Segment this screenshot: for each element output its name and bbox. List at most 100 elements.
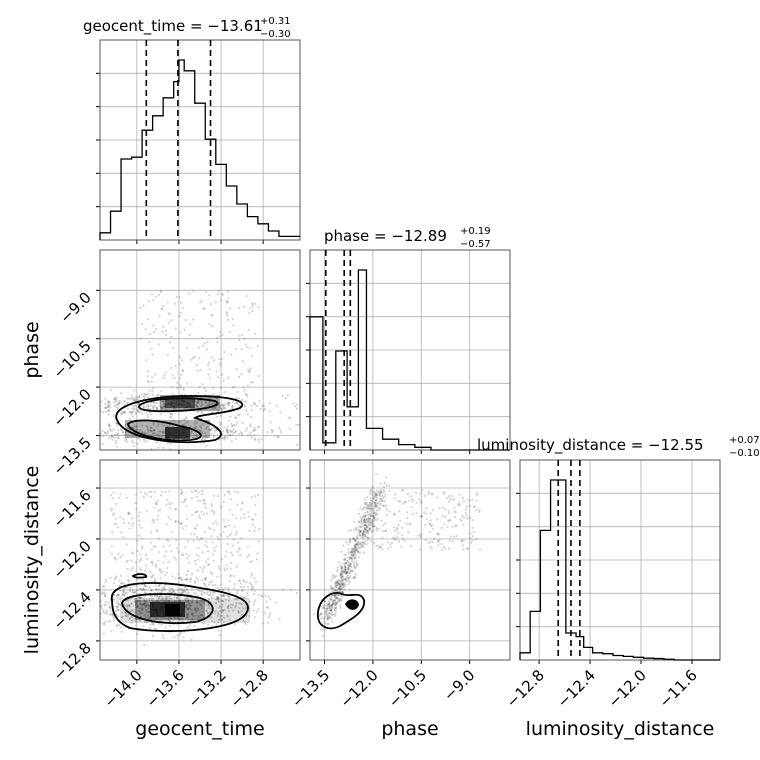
scatter-point [333,599,336,602]
scatter-point [216,611,219,614]
scatter-point [115,558,118,561]
scatter-point [257,374,260,377]
scatter-point [330,608,333,611]
scatter-point [425,517,428,521]
scatter-point [134,411,137,414]
scatter-point [362,533,365,536]
scatter-point [189,580,192,583]
scatter-point [346,568,349,571]
scatter-point [119,604,122,607]
scatter-point [161,406,165,409]
scatter-point [379,494,382,498]
scatter-point [136,599,139,602]
scatter-point [208,376,211,379]
scatter-point [131,566,134,569]
scatter-point [118,496,121,499]
scatter-point [226,301,229,304]
scatter-point [344,572,347,575]
scatter-point [257,593,261,597]
scatter-point [353,529,356,532]
scatter-point [225,550,228,553]
scatter-point [107,413,110,416]
scatter-point [201,614,204,617]
scatter-point [201,383,204,386]
scatter-point [192,357,195,360]
scatter-point [174,558,177,561]
scatter-point [243,404,246,407]
scatter-point [221,589,224,592]
scatter-point [206,603,209,606]
scatter-point [364,535,367,538]
scatter-point [239,431,242,434]
scatter-point [240,334,244,337]
scatter-point [202,344,205,347]
scatter-point [156,502,159,505]
scatter-point [209,428,212,432]
scatter-point [150,413,153,416]
scatter-point [165,599,168,602]
scatter-point [179,618,182,621]
scatter-point [364,533,367,536]
scatter-point [144,605,147,609]
scatter-point [136,428,139,432]
scatter-point [350,569,353,572]
scatter-point [130,602,133,605]
scatter-point [202,513,205,516]
scatter-point [235,517,238,520]
scatter-point [228,534,232,537]
scatter-point [446,525,449,529]
scatter-point [216,415,219,418]
panel-2-2 [516,459,721,664]
scatter-point [448,495,451,498]
scatter-point [187,600,190,603]
scatter-point [383,481,386,484]
scatter-point [153,432,157,435]
scatter-point [227,376,230,379]
x-tick-label-geocent_time: −14.0 [100,666,145,711]
scatter-point [142,588,145,591]
scatter-point [251,302,254,305]
scatter-point [343,553,346,556]
scatter-point [174,520,177,523]
x-tick-label-luminosity_distance: −11.6 [656,666,701,711]
scatter-point [214,610,217,613]
scatter-point [210,535,213,538]
x-tick-label-geocent_time: −13.2 [185,666,230,711]
scatter-point [465,505,468,508]
scatter-point [159,413,163,416]
scatter-point [128,417,131,420]
scatter-point [128,512,131,516]
scatter-point [250,436,253,439]
scatter-point [396,536,399,539]
scatter-point [351,547,354,550]
scatter-point [372,525,375,528]
scatter-point [441,506,444,509]
scatter-point [213,546,216,549]
scatter-point [242,585,245,589]
scatter-point [377,528,380,531]
scatter-point [155,295,158,298]
scatter-point [270,429,273,432]
scatter-point [221,603,224,606]
scatter-point [193,533,196,536]
scatter-point [208,396,211,400]
scatter-point [147,300,150,303]
scatter-point [246,546,250,549]
scatter-point [409,545,412,548]
scatter-point [262,622,265,625]
scatter-point [189,605,192,608]
scatter-point [158,401,161,404]
scatter-point [76,583,78,585]
scatter-point [204,577,207,580]
scatter-point [375,494,378,498]
scatter-point [437,544,440,547]
scatter-point [235,348,238,351]
scatter-point [124,591,127,594]
scatter-point [222,403,225,406]
scatter-point [197,554,200,557]
scatter-point [333,602,336,605]
scatter-point [347,551,350,555]
scatter-point [211,573,214,576]
scatter-point [145,598,148,601]
scatter-point [194,607,197,611]
